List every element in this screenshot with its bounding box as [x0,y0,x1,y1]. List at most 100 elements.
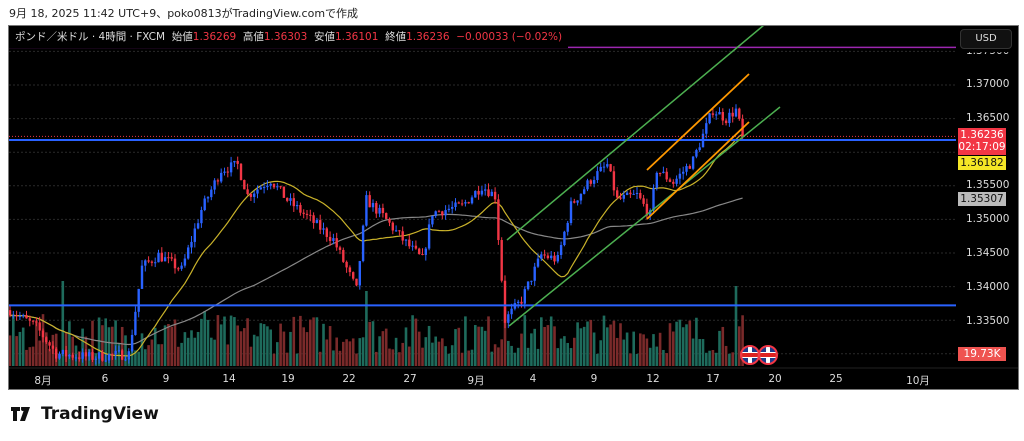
candle-body [622,194,625,199]
volume-bar [648,347,652,366]
candle-body [233,160,236,163]
candle-body [559,245,563,256]
volume-bar [35,320,38,366]
volume-bar [226,344,230,366]
volume-bar [58,353,61,366]
volume-bar [312,317,315,366]
low-value: 1.36101 [334,31,379,43]
uk-event-flag-icon[interactable] [758,345,778,365]
volume-bar [325,339,329,366]
time-tick: 17 [706,373,720,385]
candle-body [276,186,279,188]
candle-body [553,255,556,262]
volume-bar [741,315,744,366]
candle-body [173,258,177,269]
candle-body [672,181,675,184]
candle-body [391,222,394,231]
candle-body [187,247,190,259]
candle-body [41,330,45,338]
channel-lower-line [508,106,781,327]
candle-body [352,272,355,279]
candle-body [378,207,381,214]
volume-bar [117,342,121,366]
candle-body [9,310,12,316]
candle-body [678,173,682,179]
volume-bar [711,350,715,366]
price-tick: 1.33500 [966,315,1010,327]
volume-bar [272,353,276,366]
candle-body [137,288,140,312]
candle-body [167,257,170,259]
candle-body [573,201,576,203]
candle-body [253,193,256,197]
candle-body [94,358,97,360]
candle-body [266,185,269,188]
price-tick: 1.36500 [966,112,1010,124]
volume-bar [632,331,635,366]
sma-fast-line [9,133,743,357]
candle-body [586,180,589,190]
volume-bar [335,337,338,366]
time-tick: 12 [646,373,660,385]
volume-bar [629,353,632,366]
volume-bar [487,316,490,366]
price-tick: 1.34500 [966,247,1010,259]
volume-bar [45,332,48,366]
volume-bar [368,321,371,366]
candle-body [305,213,309,215]
volume-bar [160,344,164,366]
candle-body [206,197,210,199]
candle-body [345,261,348,268]
candle-body [279,186,282,188]
last-price: 1.36236 [960,129,1004,141]
volume-bar [718,330,721,366]
volume-bar [196,331,200,366]
candle-body [517,301,520,304]
volume-bar [15,336,18,366]
bar-countdown: 02:17:09 [958,141,1006,153]
candle-body [540,254,543,259]
candle-body [658,172,662,174]
candle-body [398,230,401,232]
volume-bar [351,338,355,366]
candle-body [543,254,546,256]
volume-bar [602,315,606,366]
low-label: 安値 [313,31,335,43]
candle-body [619,197,622,199]
volume-bar [381,331,385,366]
volume-bar [193,337,197,366]
candle-body [292,198,295,207]
volume-bar [285,352,289,366]
volume-bar [678,319,682,366]
volume-bar [589,319,593,366]
volume-bar [375,351,378,366]
candle-body [599,166,602,172]
candle-body [107,354,111,361]
chart-panel[interactable] [8,25,1019,390]
candle-body [530,280,533,282]
uk-event-flag-icon[interactable] [740,345,760,365]
volume-bar [523,315,527,366]
candle-body [629,192,632,195]
candle-body [18,315,22,317]
candle-body [157,252,160,263]
volume-bar [18,331,22,366]
candle-body [431,215,434,225]
volume-bar [549,316,553,366]
volume-bar [513,352,517,366]
currency-button[interactable]: USD [960,29,1012,49]
chart-caption: 9月 18, 2025 11:42 UTC+9、poko0813がTrading… [9,7,359,20]
tradingview-logo: TradingView [11,404,159,424]
candle-body [55,348,58,359]
candle-body [200,210,203,224]
volume-bar [530,333,533,366]
candle-body [177,268,180,270]
time-tick: 10月 [906,375,930,387]
volume-bar [546,325,550,366]
change-value: −0.00033 (−0.02%) [456,31,563,43]
candle-body [223,171,226,173]
candle-body [216,180,220,182]
volume-bar [533,328,536,366]
volume-bar [563,336,566,366]
